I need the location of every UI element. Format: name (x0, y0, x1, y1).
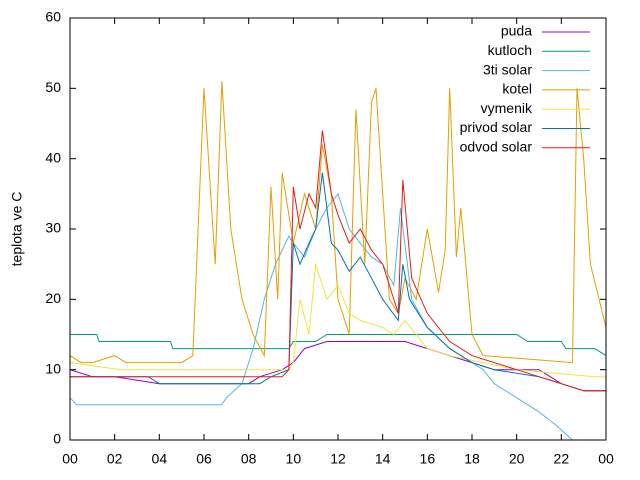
series-line (70, 341, 606, 392)
x-tick-label: 14 (375, 451, 391, 467)
series-line (70, 130, 606, 392)
x-tick-label: 06 (196, 451, 212, 467)
y-tick-label: 60 (45, 9, 61, 25)
x-tick-label: 22 (554, 451, 570, 467)
plot-area (70, 81, 606, 440)
y-axis-label: teplota ve C (9, 192, 25, 267)
y-tick-label: 30 (45, 220, 61, 236)
legend-label: kutloch (488, 42, 532, 58)
series-line (70, 172, 606, 392)
x-tick-label: 12 (330, 451, 346, 467)
legend-label: kotel (502, 81, 532, 97)
series-line (70, 264, 606, 378)
legend-label: odvod solar (460, 139, 533, 155)
x-tick-label: 10 (286, 451, 302, 467)
legend-label: privod solar (460, 119, 533, 135)
y-tick-label: 10 (45, 360, 61, 376)
x-tick-label: 04 (152, 451, 168, 467)
y-tick-label: 50 (45, 79, 61, 95)
x-tick-label: 20 (509, 451, 525, 467)
y-tick-label: 20 (45, 290, 61, 306)
x-tick-label: 00 (598, 451, 614, 467)
y-tick-label: 0 (53, 431, 61, 447)
series-line (70, 192, 574, 440)
series-line (70, 81, 606, 364)
x-tick-label: 02 (107, 451, 123, 467)
y-tick-label: 40 (45, 149, 61, 165)
x-tick-label: 18 (464, 451, 480, 467)
legend-label: puda (501, 23, 532, 39)
legend-label: 3ti solar (483, 61, 532, 77)
x-tick-label: 16 (420, 451, 436, 467)
series-line (70, 334, 606, 357)
x-tick-label: 08 (241, 451, 257, 467)
legend-label: vymenik (481, 100, 533, 116)
x-tick-label: 00 (62, 451, 78, 467)
